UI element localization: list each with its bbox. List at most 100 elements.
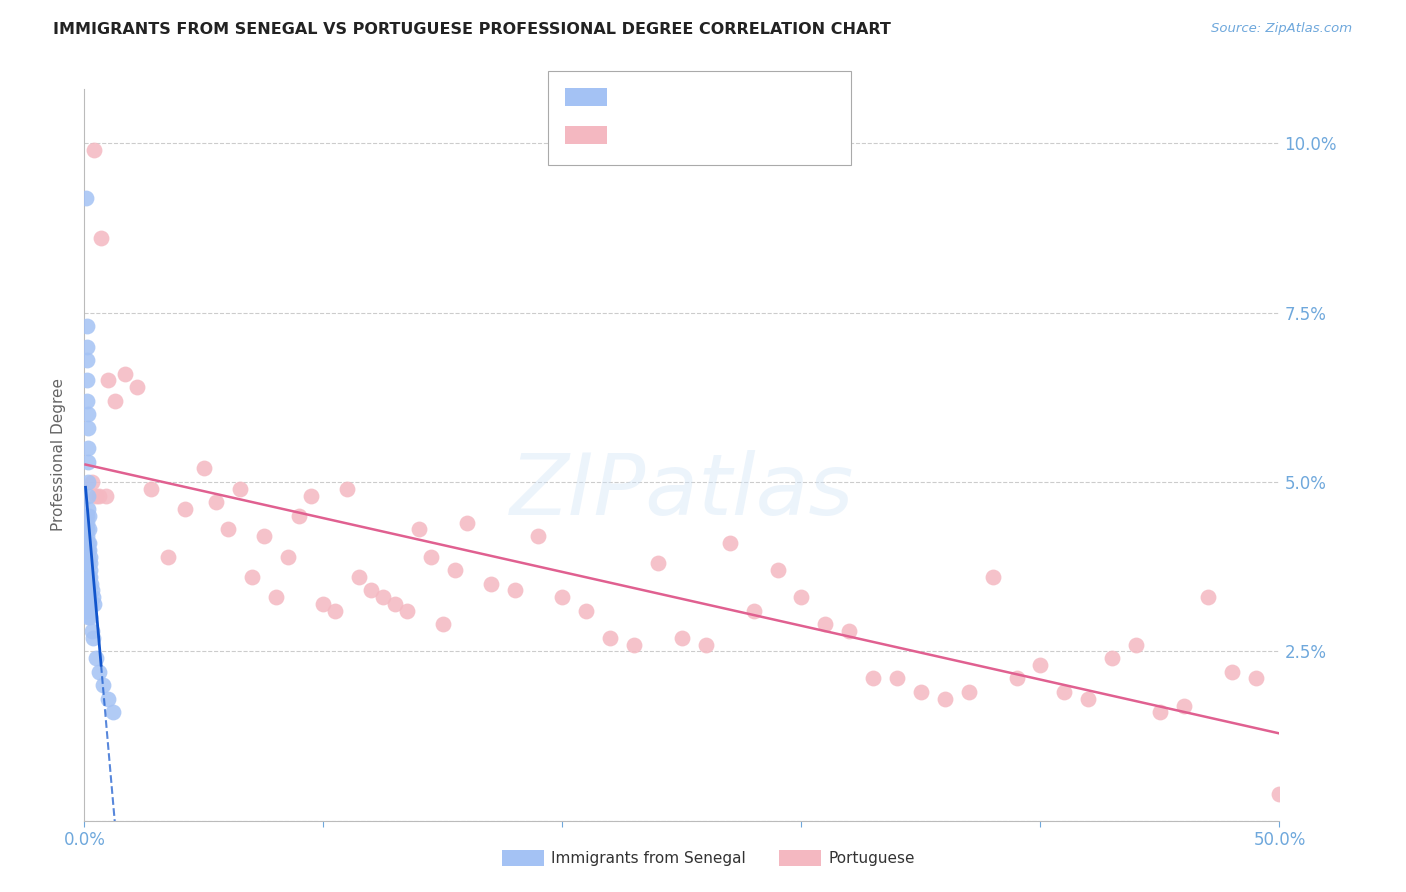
Point <box>77 576 100 591</box>
Point <box>76 590 98 604</box>
Point <box>671 631 693 645</box>
Point <box>77 556 100 570</box>
Point <box>77 542 100 557</box>
Point <box>599 631 621 645</box>
Point <box>862 672 884 686</box>
Text: 50: 50 <box>778 87 804 106</box>
Point <box>104 393 127 408</box>
Point <box>76 604 98 618</box>
Point <box>101 706 124 720</box>
Point <box>76 516 98 530</box>
Point <box>76 597 98 611</box>
Point <box>114 367 136 381</box>
Point <box>1077 691 1099 706</box>
Point <box>80 583 103 598</box>
Point <box>1197 590 1219 604</box>
Point <box>205 495 228 509</box>
Point <box>77 475 100 489</box>
Point <box>360 583 382 598</box>
Point <box>141 482 163 496</box>
Point <box>76 529 98 543</box>
Point <box>79 610 101 624</box>
Point <box>83 143 105 157</box>
Point <box>79 549 101 564</box>
Point <box>790 590 813 604</box>
Point <box>90 231 112 245</box>
Point <box>97 373 120 387</box>
Point <box>77 441 100 455</box>
Point <box>79 570 101 584</box>
Point <box>575 604 598 618</box>
Point <box>94 489 117 503</box>
Point <box>444 563 467 577</box>
Point <box>312 597 335 611</box>
Text: R = -0.357: R = -0.357 <box>614 125 711 143</box>
Point <box>76 319 98 334</box>
Point <box>82 590 104 604</box>
Text: Source: ZipAtlas.com: Source: ZipAtlas.com <box>1212 22 1353 36</box>
Point <box>647 556 669 570</box>
Point <box>80 624 103 638</box>
Point <box>336 482 359 496</box>
Point <box>193 461 215 475</box>
Point <box>1101 651 1123 665</box>
Point <box>125 380 148 394</box>
Point <box>76 508 98 523</box>
Point <box>83 597 105 611</box>
Point <box>325 604 347 618</box>
Text: Immigrants from Senegal: Immigrants from Senegal <box>551 851 747 865</box>
Point <box>408 523 430 537</box>
Point <box>527 529 550 543</box>
Point <box>910 685 932 699</box>
Point <box>77 489 100 503</box>
Point <box>97 691 120 706</box>
Point <box>173 502 195 516</box>
Point <box>1173 698 1195 713</box>
Point <box>76 373 98 387</box>
Point <box>1149 706 1171 720</box>
Point <box>77 502 100 516</box>
Point <box>76 523 98 537</box>
Point <box>623 638 645 652</box>
Text: N =: N = <box>745 125 785 143</box>
Point <box>77 536 100 550</box>
Point <box>86 651 108 665</box>
Point <box>766 563 789 577</box>
Point <box>229 482 252 496</box>
Point <box>79 563 101 577</box>
Point <box>503 583 526 598</box>
Point <box>957 685 980 699</box>
Point <box>76 610 98 624</box>
Point <box>1268 787 1291 801</box>
Point <box>82 631 104 645</box>
Point <box>396 604 419 618</box>
Text: IMMIGRANTS FROM SENEGAL VS PORTUGUESE PROFESSIONAL DEGREE CORRELATION CHART: IMMIGRANTS FROM SENEGAL VS PORTUGUESE PR… <box>53 22 891 37</box>
Point <box>301 489 323 503</box>
Point <box>1220 665 1243 679</box>
Point <box>217 523 239 537</box>
Point <box>1005 672 1028 686</box>
Point <box>79 542 101 557</box>
Point <box>79 597 101 611</box>
Point <box>76 353 98 368</box>
Point <box>76 421 98 435</box>
Point <box>79 556 101 570</box>
Point <box>77 523 100 537</box>
Point <box>76 576 98 591</box>
Point <box>80 576 103 591</box>
Point <box>87 665 110 679</box>
Point <box>253 529 276 543</box>
Point <box>718 536 741 550</box>
Point <box>77 549 100 564</box>
Point <box>742 604 765 618</box>
Point <box>76 340 98 354</box>
Point <box>77 590 100 604</box>
Point <box>456 516 478 530</box>
Point <box>1029 657 1052 672</box>
Point <box>240 570 263 584</box>
Point <box>93 678 115 692</box>
Y-axis label: Professional Degree: Professional Degree <box>51 378 66 532</box>
Point <box>373 590 395 604</box>
Point <box>349 570 371 584</box>
Point <box>479 576 502 591</box>
